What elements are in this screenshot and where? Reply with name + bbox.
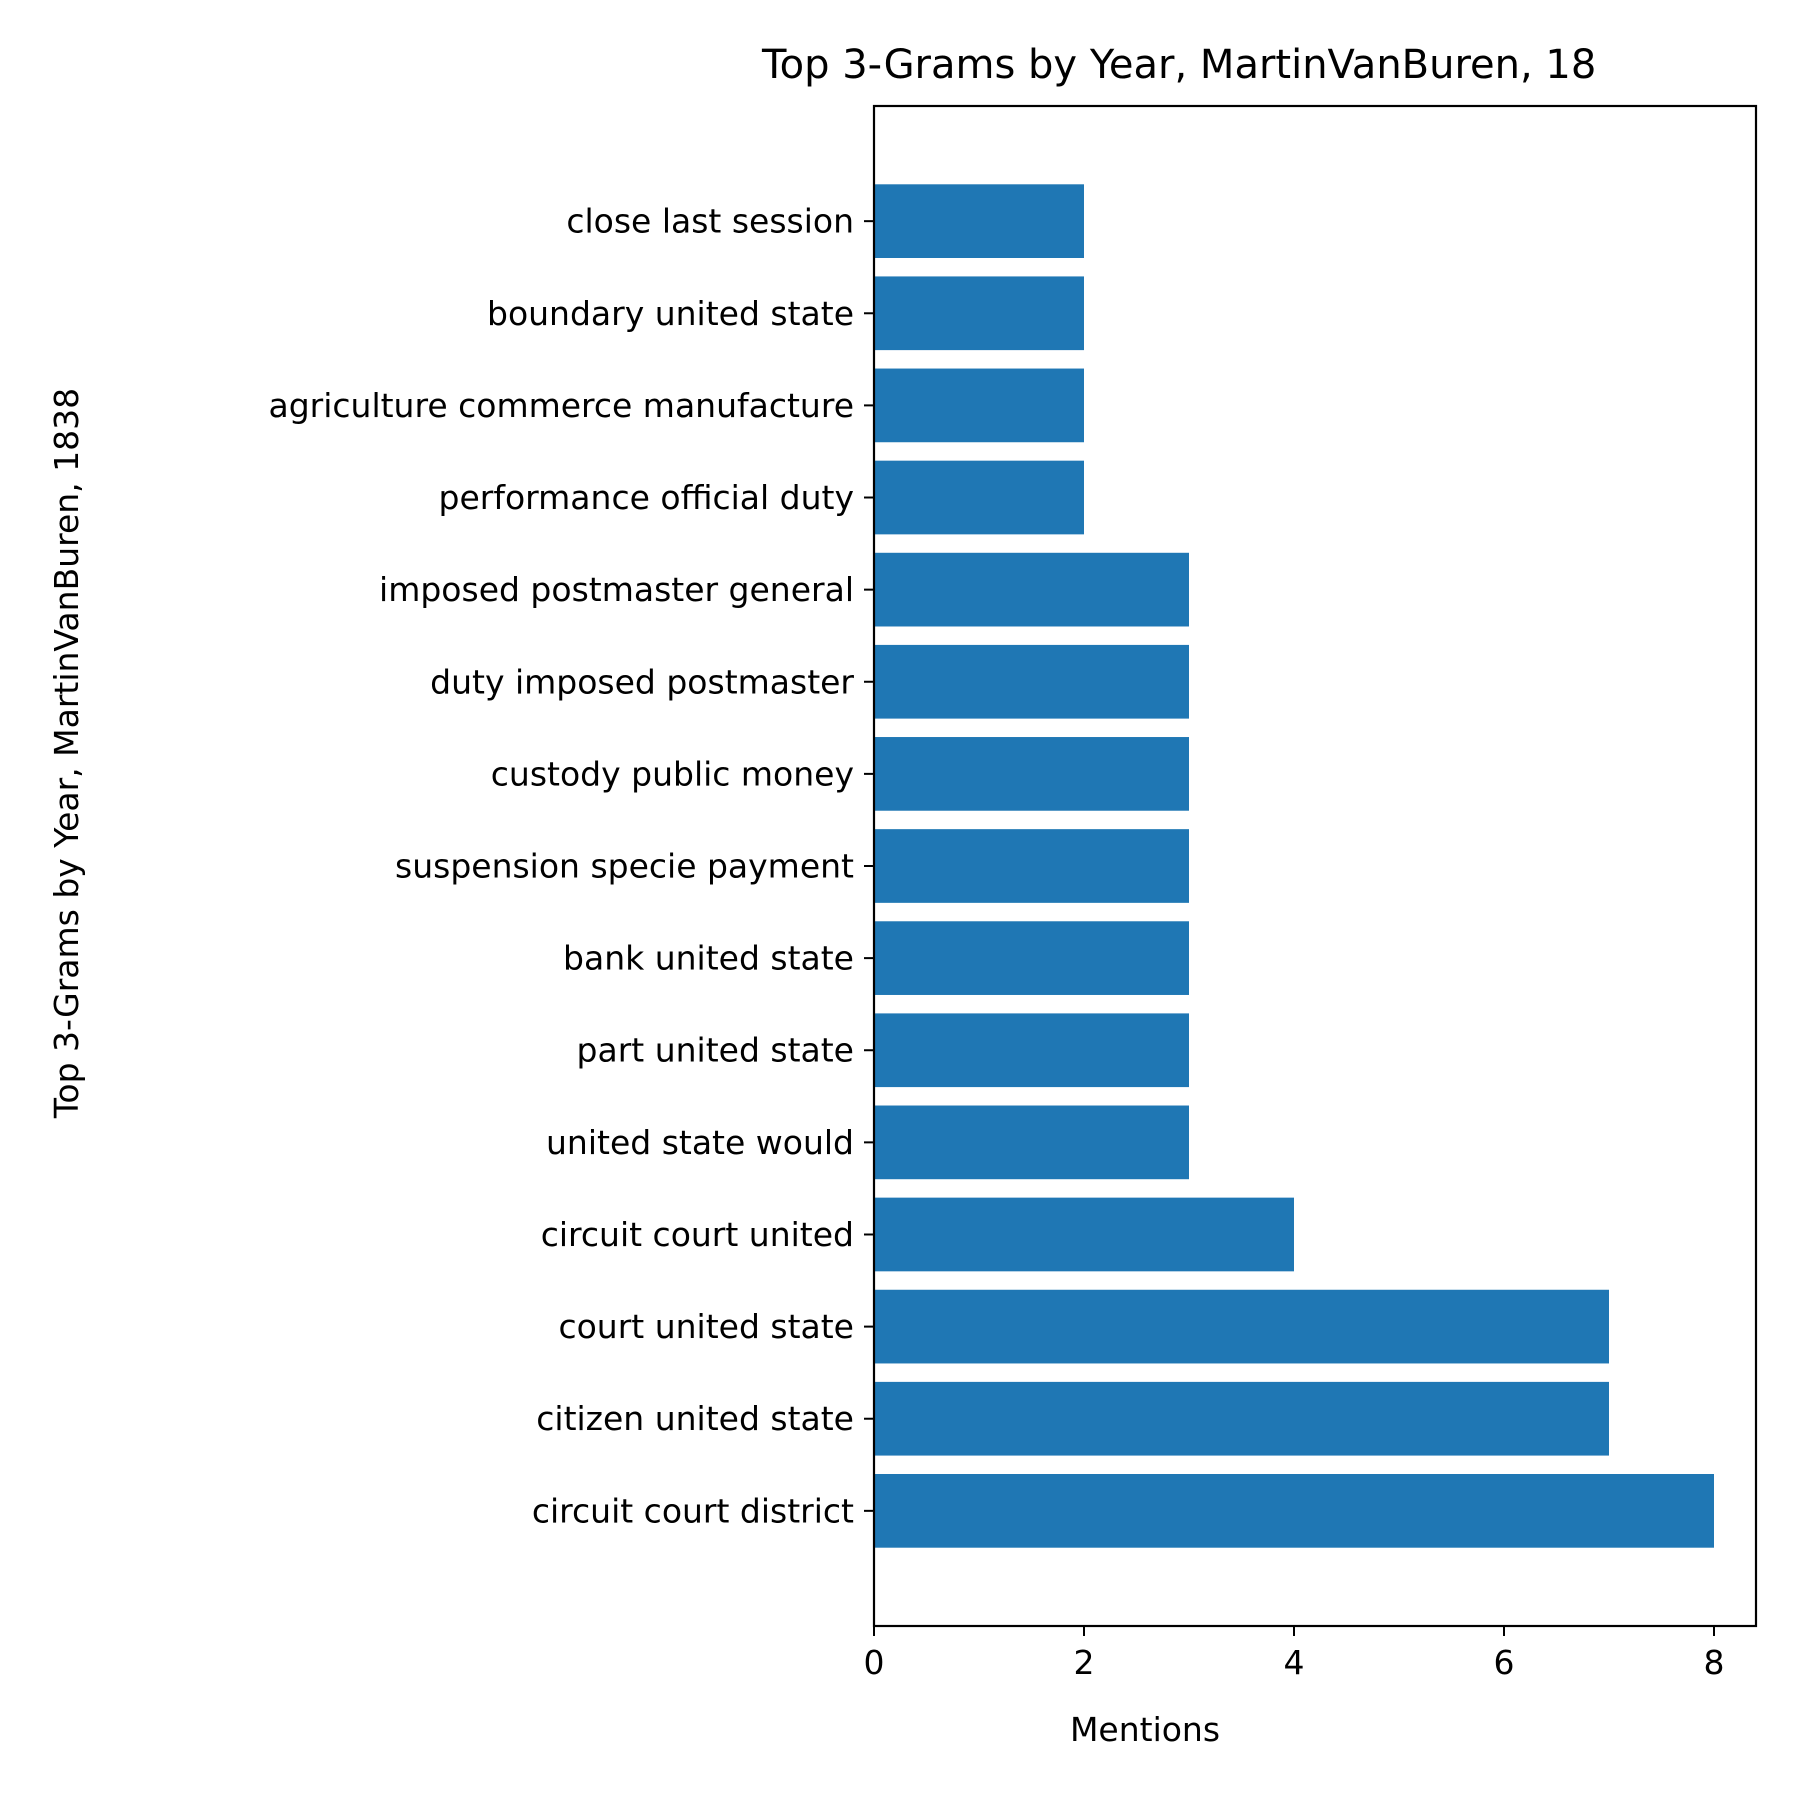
bar xyxy=(874,184,1084,258)
bar xyxy=(874,1474,1714,1548)
y-tick-label: agriculture commerce manufacture xyxy=(268,386,854,425)
x-tick-label: 0 xyxy=(864,1643,885,1682)
y-tick-label: circuit court united xyxy=(541,1215,854,1254)
y-tick-label: court united state xyxy=(558,1307,854,1346)
y-ticks-group: circuit court district citizen united sta… xyxy=(268,202,874,1530)
x-tick-label: 2 xyxy=(1074,1643,1095,1682)
x-ticks-group: 0 2 4 6 8 xyxy=(864,1626,1725,1682)
y-tick-label: performance official duty xyxy=(439,478,854,517)
y-axis-label: Top 3-Grams by Year, MartinVanBuren, 183… xyxy=(47,388,86,1119)
bar xyxy=(874,460,1084,535)
bar xyxy=(874,1381,1609,1456)
y-tick-label: close last session xyxy=(566,202,854,241)
y-tick-label: custody public money xyxy=(491,754,854,793)
y-tick-label: imposed postmaster general xyxy=(379,570,854,609)
plot-frame xyxy=(872,104,1758,1628)
bar xyxy=(874,644,1189,719)
bar xyxy=(874,1013,1189,1088)
bar xyxy=(874,737,1189,811)
bar xyxy=(874,1105,1189,1180)
chart-title: Top 3-Grams by Year, MartinVanBuren, 18 xyxy=(761,42,1596,88)
y-tick-label: circuit court district xyxy=(532,1491,854,1530)
y-tick-label: united state would xyxy=(546,1123,854,1162)
y-tick-label: duty imposed postmaster xyxy=(430,662,854,701)
bar xyxy=(874,1197,1294,1272)
y-tick-label: citizen united state xyxy=(536,1399,854,1438)
y-tick-label: bank united state xyxy=(563,939,854,978)
x-tick-label: 8 xyxy=(1704,1643,1725,1682)
y-tick-label: suspension specie payment xyxy=(395,847,854,886)
bar xyxy=(874,276,1084,351)
y-tick-label: part united state xyxy=(577,1031,854,1070)
bar xyxy=(874,921,1189,995)
y-tick-label: boundary united state xyxy=(487,294,854,333)
bar xyxy=(874,829,1189,903)
bar xyxy=(874,552,1189,627)
bar xyxy=(874,368,1084,443)
x-axis-label: Mentions xyxy=(1070,1710,1220,1749)
bars-group xyxy=(874,184,1714,1548)
x-tick-label: 4 xyxy=(1284,1643,1305,1682)
x-tick-label: 6 xyxy=(1494,1643,1515,1682)
bar xyxy=(874,1289,1609,1364)
